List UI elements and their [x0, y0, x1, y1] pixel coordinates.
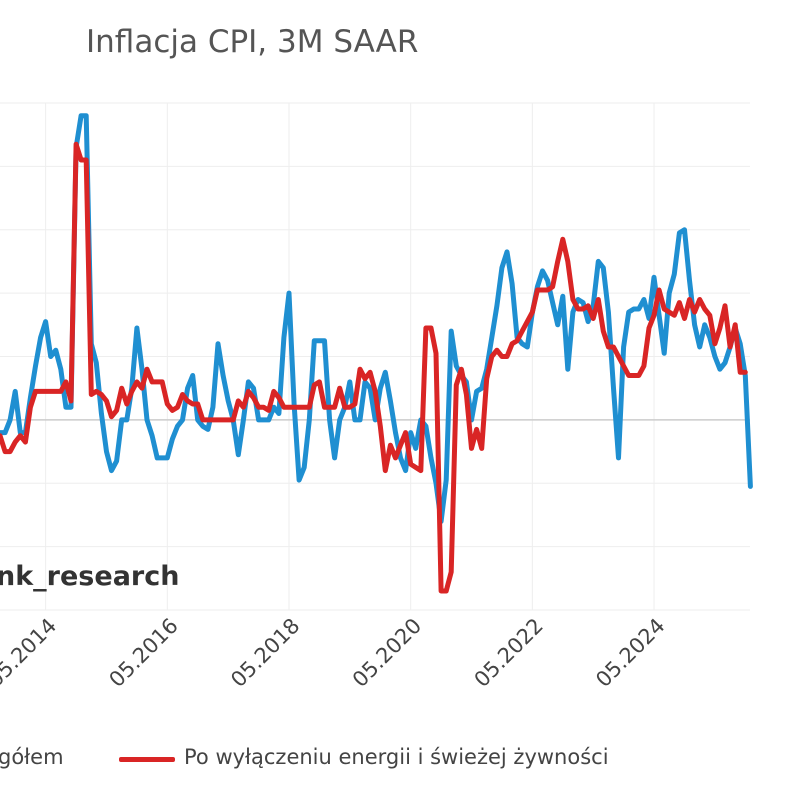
legend-label-headline: gółem [0, 745, 64, 769]
legend-swatch-core [119, 757, 175, 762]
grid [0, 102, 750, 611]
watermark: nk_research [0, 561, 180, 592]
x-tick-label: 05.2016 [104, 614, 182, 692]
x-tick-label: 05.2018 [226, 614, 304, 692]
legend-label-core: Po wyłączeniu energii i świeżej żywności [184, 745, 609, 769]
series-line-headline [0, 113, 753, 524]
series-group [0, 113, 753, 594]
x-tick-label: 05.2024 [591, 614, 669, 692]
x-axis: 05.2014 05.2016 05.2018 05.2020 05.2022 05.20… [0, 614, 670, 692]
series-line-core [0, 141, 748, 594]
x-tick-label: 05.2014 [0, 614, 61, 692]
x-tick-label: 05.2020 [348, 614, 426, 692]
x-tick-label: 05.2022 [470, 614, 548, 692]
chart-title: Inflacja CPI, 3M SAAR [86, 24, 419, 60]
legend: gółem Po wyłączeniu energii i świeżej ży… [0, 745, 800, 775]
